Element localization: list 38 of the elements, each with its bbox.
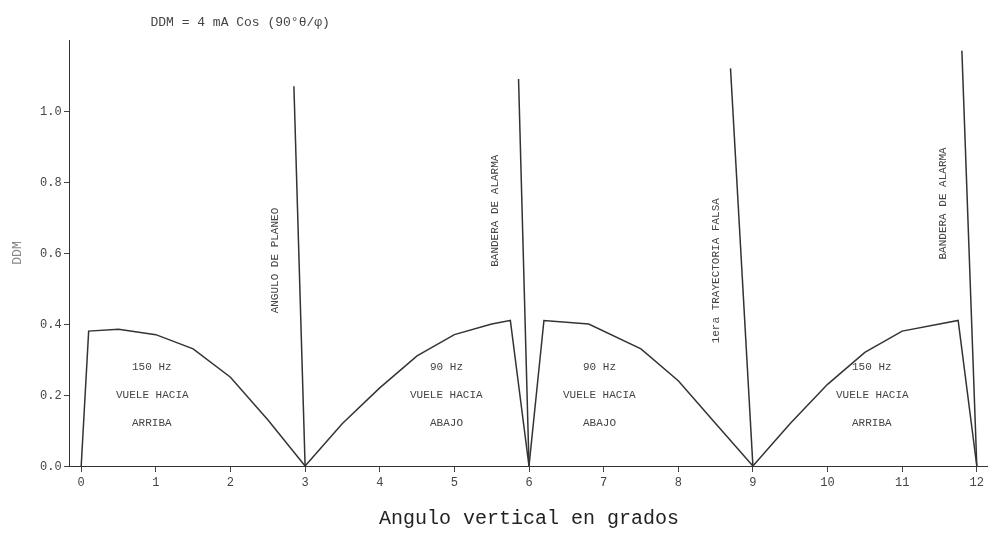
annotation: ARRIBA: [852, 417, 893, 429]
x-tick-label: 7: [600, 476, 608, 491]
annotation: 1era TRAYECTORIA FALSA: [709, 197, 722, 344]
x-tick-label: 0: [77, 476, 85, 491]
y-axis-title: DDM: [9, 241, 25, 265]
y-tick-label: 0.4: [39, 318, 62, 333]
annotation: BANDERA DE ALARMA: [936, 146, 949, 260]
annotation: 90 Hz: [583, 361, 617, 373]
x-tick-label: 10: [820, 476, 835, 491]
annotation: VUELE HACIA: [836, 389, 910, 401]
chart-title: DDM = 4 mA Cos (90°θ/φ): [150, 14, 330, 30]
x-tick-label: 9: [749, 476, 757, 491]
y-tick-label: 0.8: [39, 176, 62, 191]
annotation: BANDERA DE ALARMA: [489, 154, 502, 267]
y-tick-label: 1.0: [39, 105, 62, 120]
x-tick-label: 2: [226, 476, 235, 491]
x-tick-label: 12: [969, 476, 984, 491]
x-axis-title: Angulo vertical en grados: [378, 506, 680, 530]
y-tick-label: 0.6: [39, 247, 62, 262]
x-tick-label: 11: [894, 476, 910, 491]
x-tick-label: 5: [450, 476, 458, 491]
x-tick-label: 4: [376, 476, 384, 491]
annotation: VUELE HACIA: [410, 389, 484, 401]
x-tick-label: 8: [674, 476, 682, 491]
annotation: ABAJO: [583, 417, 617, 429]
annotation: VUELE HACIA: [563, 389, 637, 401]
annotation: 90 Hz: [430, 361, 464, 373]
x-tick-label: 6: [525, 476, 533, 491]
annotation: 150 Hz: [132, 361, 172, 373]
x-tick-label: 3: [301, 476, 309, 491]
annotation: ANGULO DE PLANEO: [269, 207, 282, 314]
y-tick-label: 0.0: [39, 460, 62, 475]
annotation: ARRIBA: [132, 417, 173, 429]
y-tick-label: 0.2: [39, 389, 62, 404]
x-tick-label: 1: [152, 476, 160, 491]
annotation: VUELE HACIA: [116, 389, 190, 401]
annotation: ABAJO: [430, 417, 464, 429]
annotation: 150 Hz: [852, 361, 892, 373]
